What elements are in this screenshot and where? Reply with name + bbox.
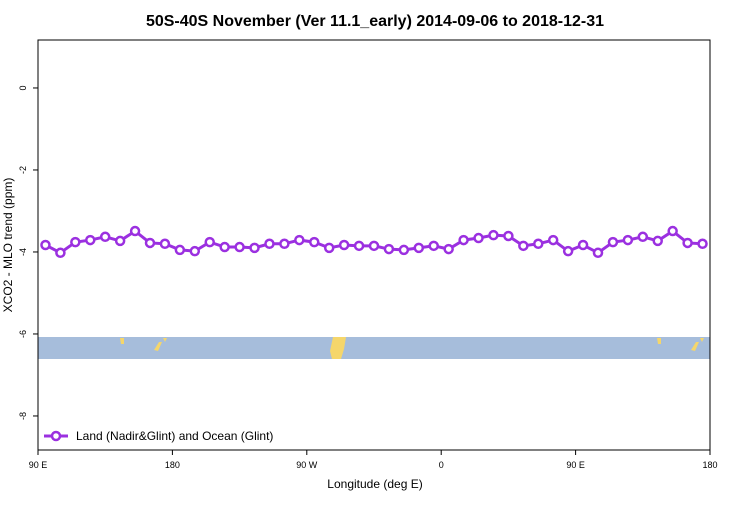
data-point — [637, 231, 649, 243]
plot-frame — [37, 39, 711, 451]
x-tick-label: 180 — [702, 460, 717, 470]
y-tick-label: -4 — [18, 248, 28, 256]
data-point — [40, 239, 51, 251]
y-tick-label: -2 — [18, 166, 28, 174]
data-point — [443, 243, 454, 255]
y-tick-label: -8 — [18, 412, 28, 420]
data-point — [279, 238, 290, 250]
data-point — [667, 225, 678, 237]
data-point — [144, 237, 156, 249]
data-point — [697, 238, 708, 250]
data-point — [458, 234, 469, 246]
data-point — [309, 236, 320, 248]
data-point — [114, 235, 126, 247]
data-point — [428, 240, 439, 252]
data-point — [55, 247, 66, 259]
data-point — [204, 236, 215, 248]
data-point — [129, 225, 141, 237]
data-point — [503, 230, 514, 242]
data-point — [85, 234, 96, 246]
data-point — [353, 240, 365, 252]
data-point — [533, 238, 544, 250]
data-point — [264, 238, 275, 250]
y-axis-label: XCO2 - MLO trend (ppm) — [1, 178, 15, 313]
data-point — [562, 245, 574, 257]
data-point — [338, 239, 350, 251]
data-point — [159, 238, 171, 250]
data-point — [577, 239, 589, 251]
data-point — [607, 236, 619, 248]
data-point — [398, 244, 410, 256]
x-tick-label: 90 E — [29, 460, 48, 470]
data-point — [473, 232, 484, 244]
data-point — [488, 229, 499, 241]
data-point — [234, 241, 245, 253]
legend-label: Land (Nadir&Glint) and Ocean (Glint) — [76, 429, 273, 443]
data-point — [70, 236, 81, 248]
x-tick-label: 90 E — [566, 460, 585, 470]
data-point — [174, 244, 186, 256]
data-point — [99, 231, 111, 243]
data-point — [249, 242, 260, 254]
legend-marker — [50, 430, 62, 442]
data-point — [682, 237, 693, 249]
chart-title: 50S-40S November (Ver 11.1_early) 2014-0… — [146, 13, 604, 30]
x-tick-label: 0 — [439, 460, 444, 470]
y-tick-label: 0 — [18, 85, 28, 90]
data-point — [294, 234, 305, 246]
data-point — [189, 245, 201, 257]
x-axis-label: Longitude (deg E) — [327, 477, 422, 491]
data-point — [413, 242, 425, 254]
x-tick-label: 90 W — [296, 460, 318, 470]
data-point — [622, 234, 634, 246]
y-tick-label: -6 — [18, 330, 28, 338]
data-point — [592, 247, 604, 259]
data-point — [652, 235, 663, 247]
data-point — [383, 243, 395, 255]
data-point — [547, 234, 559, 246]
data-point — [323, 242, 335, 254]
x-tick-label: 180 — [165, 460, 180, 470]
map-strip — [38, 337, 710, 359]
data-point — [219, 241, 230, 253]
data-point — [518, 240, 529, 252]
data-point — [368, 240, 380, 252]
